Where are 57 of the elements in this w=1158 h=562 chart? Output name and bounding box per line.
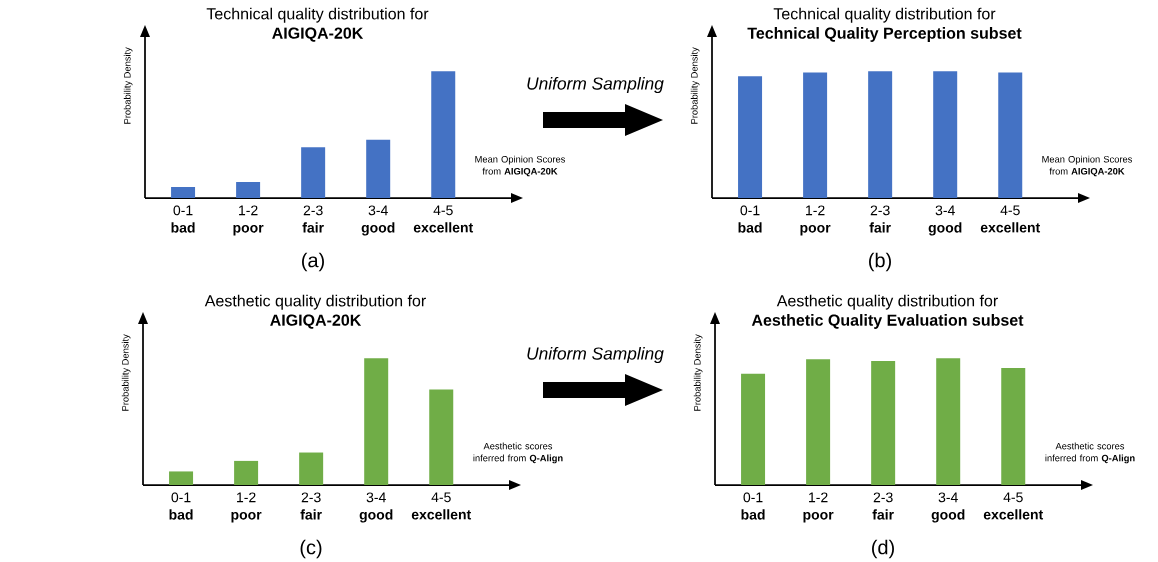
text: (c) bbox=[300, 539, 322, 559]
bar bbox=[429, 389, 454, 486]
bar bbox=[171, 186, 196, 199]
x-axis-title: Mean Opinion Scores from AIGIQA-20K bbox=[1042, 155, 1133, 177]
chart-subtitle: AIGIQA-20K bbox=[270, 314, 362, 329]
bar bbox=[366, 139, 391, 199]
x-tick-label: 1-2 poor bbox=[803, 492, 834, 523]
x-tick-label: 3-4 good bbox=[359, 492, 393, 523]
x-axis-title: Aesthetic scores inferred from Q-Align bbox=[473, 442, 563, 464]
text: Uniform Sampling bbox=[527, 346, 664, 364]
bar bbox=[936, 358, 961, 486]
x-tick-label: 4-5 excellent bbox=[980, 205, 1041, 233]
text: (d) bbox=[872, 539, 894, 559]
chart-title: Technical quality distribution for bbox=[206, 7, 429, 23]
bar bbox=[236, 182, 261, 199]
bar bbox=[431, 71, 456, 199]
chart-title: Aesthetic quality distribution for bbox=[204, 294, 426, 310]
bar bbox=[364, 358, 389, 486]
x-tick-label: 1-2 poor bbox=[231, 492, 262, 523]
chart-title: Technical quality distribution for bbox=[773, 7, 996, 23]
text: Uniform Sampling bbox=[527, 76, 664, 94]
x-tick-label: 2-3 fair bbox=[302, 205, 324, 233]
chart-subtitle: AIGIQA-20K bbox=[272, 27, 364, 42]
bar bbox=[301, 147, 326, 199]
x-tick-label: 2-3 fair bbox=[872, 492, 894, 520]
x-tick-label: 0-1 bad bbox=[738, 205, 762, 233]
bar bbox=[169, 471, 194, 486]
x-tick-label: 1-2 poor bbox=[233, 205, 264, 236]
x-tick-label: 0-1 bad bbox=[171, 205, 195, 233]
y-axis-title: Probability Density bbox=[690, 47, 700, 124]
x-tick-label: 4-5 excellent bbox=[983, 492, 1044, 520]
x-tick-label: 3-4 good bbox=[361, 205, 395, 236]
bar bbox=[806, 359, 831, 486]
chart-subtitle: Technical Quality Perception subset bbox=[747, 27, 1022, 42]
bar bbox=[234, 460, 259, 486]
x-axis-title: Mean Opinion Scores from AIGIQA-20K bbox=[475, 155, 566, 177]
y-axis-title: Probability Density bbox=[693, 334, 703, 411]
chart-title: Aesthetic quality distribution for bbox=[776, 294, 998, 310]
x-axis-title: Aesthetic scores inferred from Q-Align bbox=[1045, 442, 1135, 464]
x-tick-label: 4-5 excellent bbox=[411, 492, 472, 520]
bar bbox=[871, 361, 896, 486]
x-tick-label: 4-5 excellent bbox=[413, 205, 474, 233]
x-tick-label: 1-2 poor bbox=[800, 205, 831, 236]
bar bbox=[299, 452, 324, 486]
chart-subtitle: Aesthetic Quality Evaluation subset bbox=[751, 314, 1024, 329]
y-axis-title: Probability Density bbox=[123, 47, 133, 124]
x-tick-label: 3-4 good bbox=[931, 492, 965, 523]
bar bbox=[1001, 368, 1026, 486]
x-tick-label: 2-3 fair bbox=[869, 205, 891, 233]
bar bbox=[741, 373, 766, 486]
x-tick-label: 2-3 fair bbox=[300, 492, 322, 520]
x-tick-label: 3-4 good bbox=[928, 205, 962, 236]
text: (a) bbox=[302, 252, 324, 272]
text: (b) bbox=[869, 252, 891, 272]
x-tick-label: 0-1 bad bbox=[169, 492, 193, 520]
y-axis-title: Probability Density bbox=[121, 334, 131, 411]
x-tick-label: 0-1 bad bbox=[741, 492, 765, 520]
